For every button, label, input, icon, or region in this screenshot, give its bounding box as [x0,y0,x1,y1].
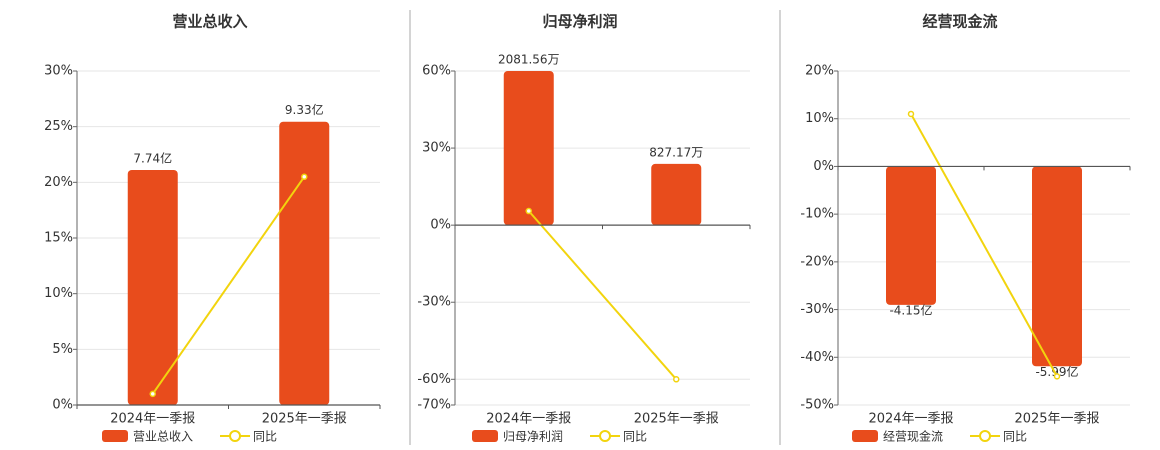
value-label: 2081.56万 [498,53,560,67]
point [673,376,680,383]
y-tick-label: -50% [800,398,834,413]
y-tick-label: 30% [422,141,451,156]
legend-label: 营业总收入 [133,430,193,444]
y-tick-label: -10% [800,207,834,222]
x-tick-label: 2025年一季报 [1014,412,1099,427]
y-tick-label: 5% [52,342,73,357]
y-tick-label: 30% [44,64,73,79]
y-tick-label: -20% [800,254,834,269]
y-tick-label: 20% [44,175,73,190]
legend-swatch [472,430,498,442]
legend-swatch [852,430,878,442]
value-label: 7.74亿 [133,150,172,165]
y-tick-label: 15% [44,231,73,246]
legend-marker [599,430,612,442]
legend-label: 同比 [253,430,277,444]
legend-label: 同比 [623,430,647,444]
x-tick-label: 2025年一季报 [634,412,719,427]
value-label: 9.33亿 [285,102,324,117]
y-tick-label: 0% [813,159,834,174]
legend-marker [979,430,992,442]
y-tick-label: 10% [805,111,834,126]
bar [503,71,554,226]
x-tick-label: 2024年一季报 [868,412,953,427]
legend-label: 经营现金流 [883,429,943,444]
line [910,113,1058,377]
y-tick-label: -30% [800,302,834,317]
x-tick-label: 2024年一季报 [110,412,195,427]
chart-title: 营业总收入 [172,13,247,31]
point [1053,373,1061,380]
x-tick-label: 2025年一季报 [262,412,347,427]
y-tick-label: 20% [805,64,834,79]
point [525,207,532,215]
bar [1032,166,1082,367]
y-tick-label: 10% [44,286,73,301]
y-tick-label: 0% [52,398,73,413]
point [149,390,156,398]
y-tick-label: 25% [44,119,73,134]
bar [127,169,178,405]
value-label: -4.15亿 [889,302,932,317]
value-label: -5.99亿 [1035,364,1078,379]
legend-label: 同比 [1003,430,1027,444]
value-label: 827.17万 [649,145,703,159]
y-tick-label: 0% [430,218,451,233]
bar [886,166,936,305]
point [301,173,308,181]
bar [651,163,702,226]
x-tick-label: 2024年一季报 [486,412,571,427]
y-tick-label: 60% [422,64,451,79]
bar [279,121,330,405]
legend-label: 归母净利润 [503,430,563,444]
y-tick-label: -60% [417,372,451,387]
legend-marker [229,430,242,442]
line [527,210,678,380]
chart-title: 归母净利润 [542,13,617,31]
y-tick-label: -30% [417,295,451,310]
chart-title: 经营现金流 [922,13,997,31]
y-tick-label: -70% [417,398,451,413]
line [151,176,306,395]
point [907,110,915,118]
legend-swatch [102,430,128,442]
y-tick-label: -40% [800,350,834,365]
